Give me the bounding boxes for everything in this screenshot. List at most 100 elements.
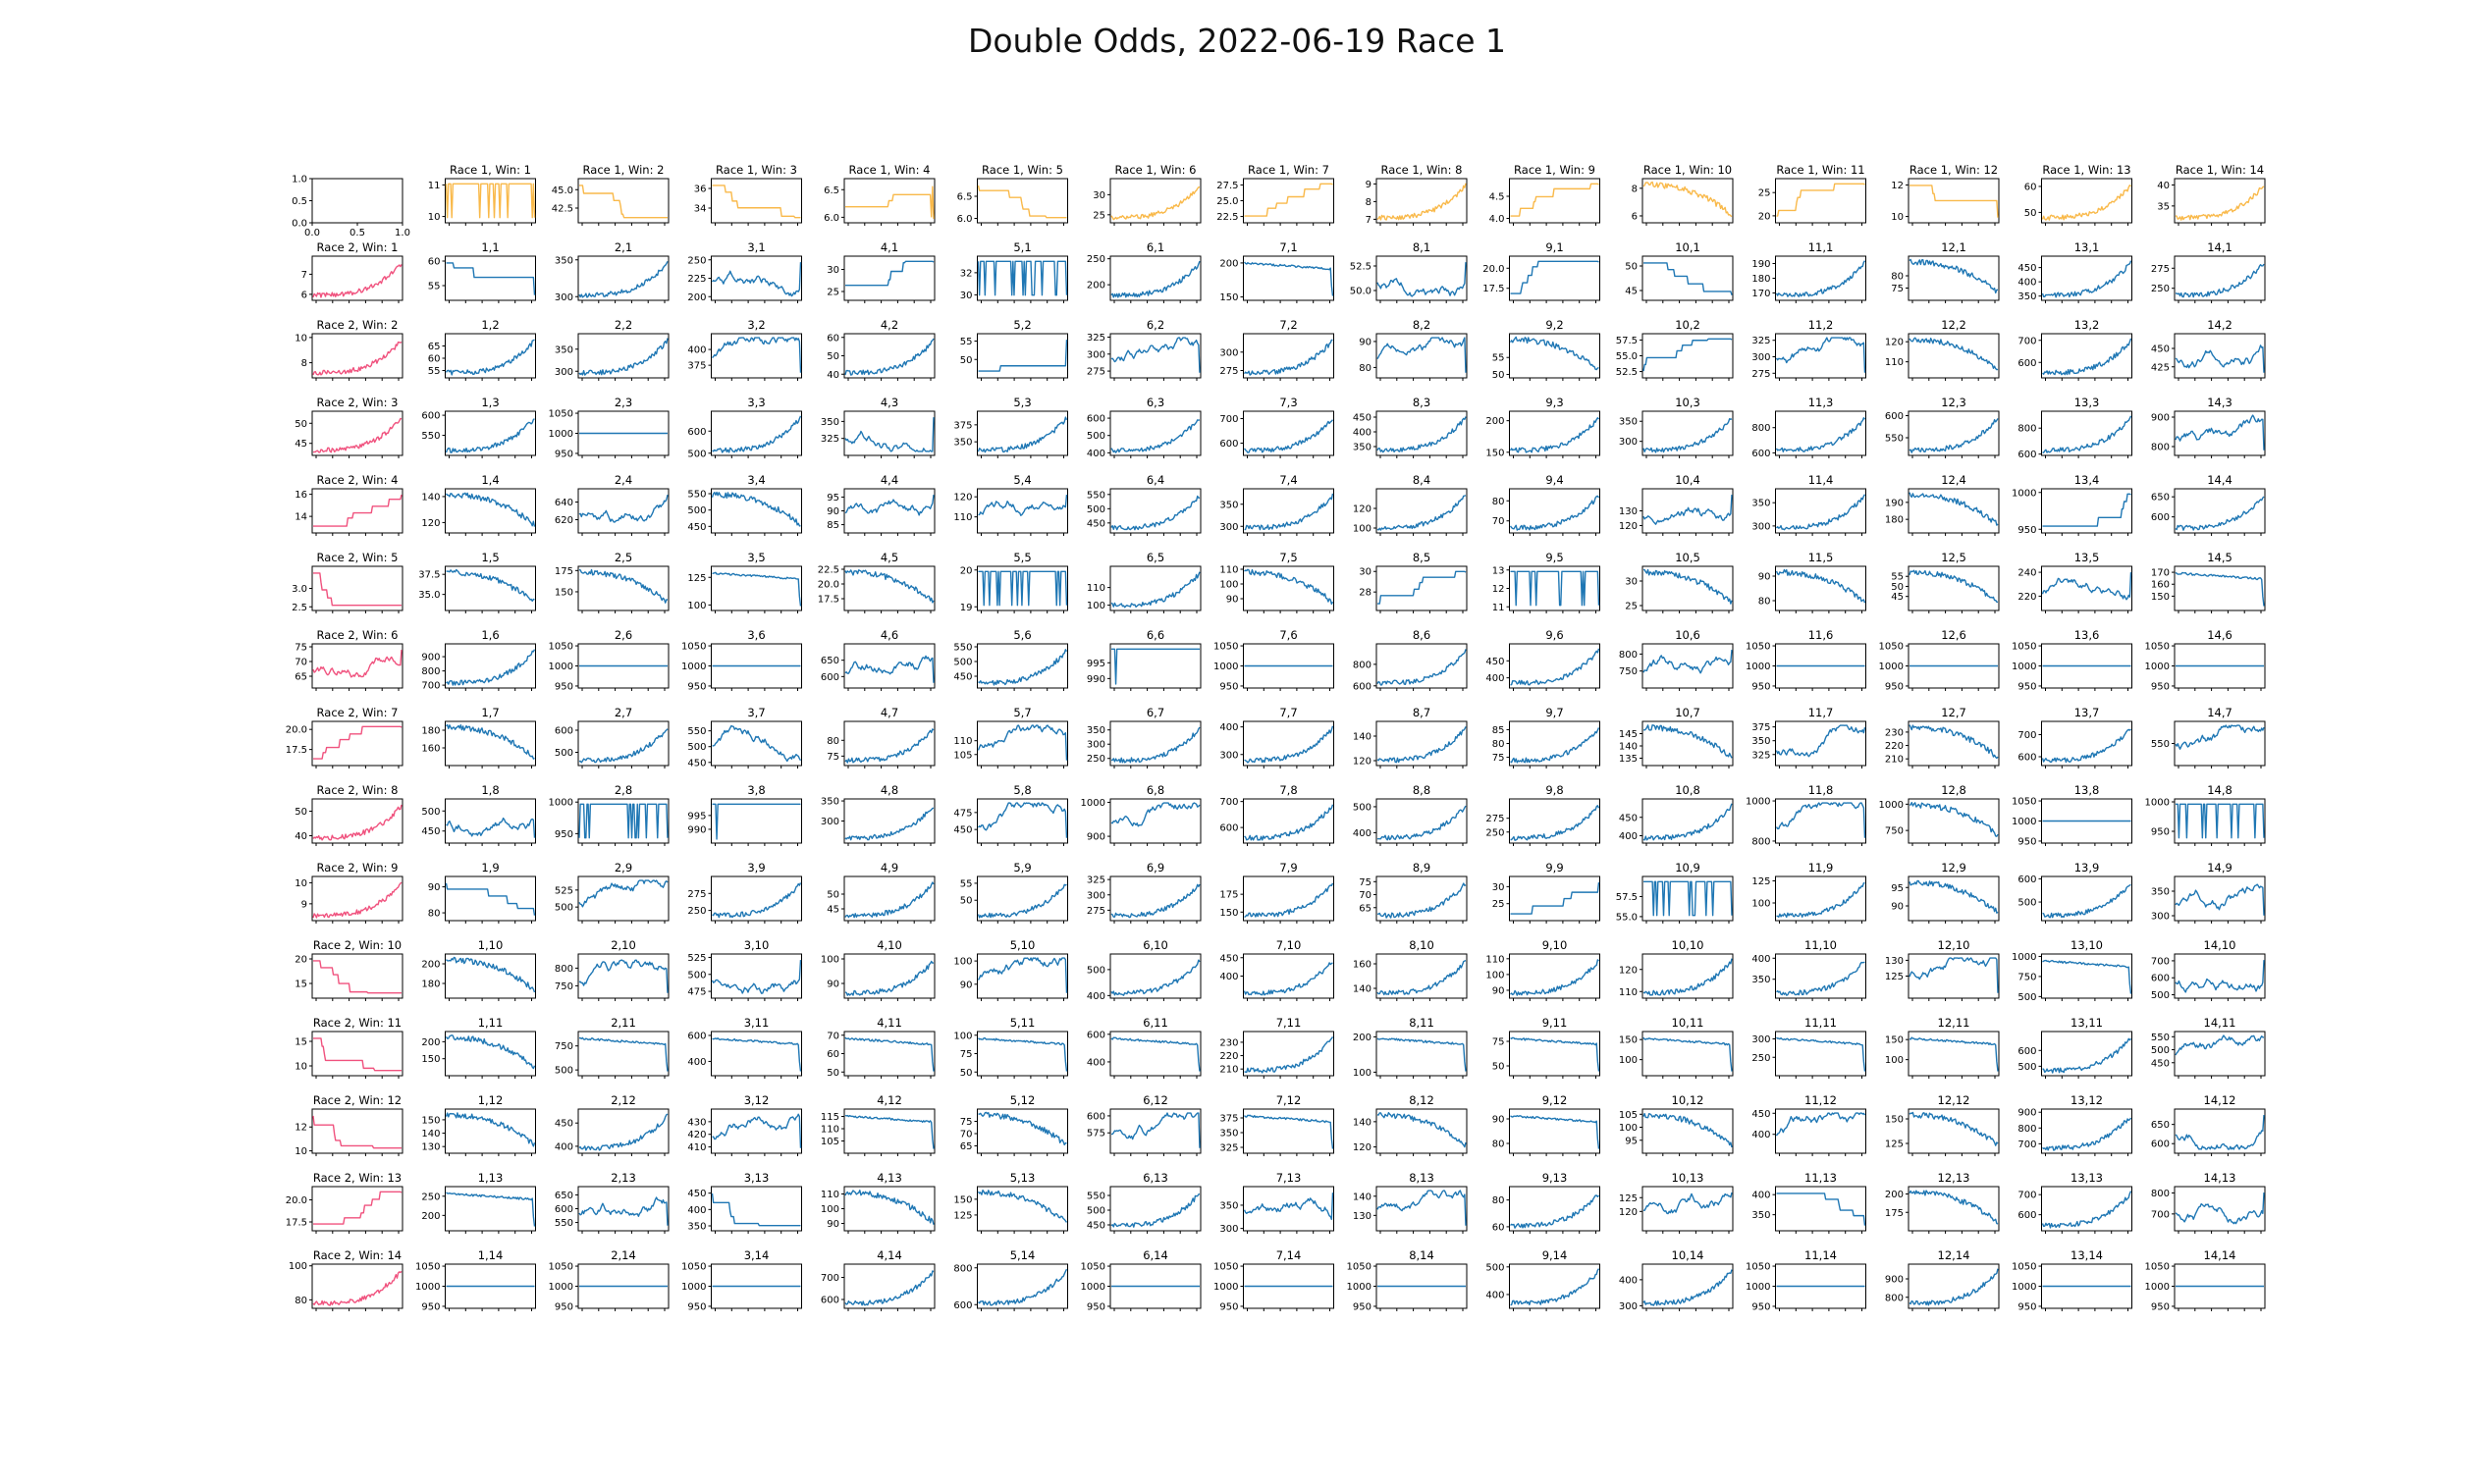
y-tick-label: 230 (1219, 1037, 1238, 1048)
y-tick-label: 1000 (2012, 1282, 2036, 1293)
panel-title: 8,4 (1413, 473, 1430, 487)
y-tick-label: 30 (1492, 882, 1505, 893)
y-tick-label: 525 (555, 885, 573, 896)
panel-12-3: 12,3 550 600 (1885, 396, 2000, 458)
panel-11-2: 11,2 275 300 325 (1751, 318, 1866, 381)
y-tick-label: 80 (1891, 272, 1904, 283)
series-line (1376, 960, 1467, 996)
series-line (977, 883, 1067, 919)
y-tick-label: 1.0 (292, 175, 307, 186)
y-tick-label: 100 (1885, 1055, 1904, 1066)
y-tick-label: 1000 (549, 798, 573, 809)
y-tick-label: 600 (1219, 439, 1238, 450)
y-tick-label: 17.5 (818, 595, 839, 606)
axes-frame (311, 1108, 403, 1154)
y-tick-label: 1000 (415, 1282, 440, 1293)
y-tick-label: 75 (1492, 753, 1505, 764)
panel-title: 14,13 (2204, 1171, 2236, 1185)
axes-frame (1109, 488, 1202, 534)
y-tick-label: 150 (1619, 1035, 1638, 1046)
axes-frame (711, 333, 802, 379)
series-line (844, 1190, 935, 1225)
axes-frame (1509, 1263, 1600, 1309)
axes-frame (843, 1031, 936, 1077)
panel-r1w7: Race 1, Win: 7 22.5 25.0 27.5 (1216, 163, 1334, 226)
panel-title: 2,11 (611, 1016, 636, 1030)
series-line (712, 724, 802, 763)
y-tick-label: 120 (953, 493, 972, 504)
series-line (2175, 344, 2265, 373)
axes-frame (445, 410, 536, 456)
panel-title: Race 2, Win: 1 (317, 240, 399, 254)
y-tick-label: 230 (1885, 727, 1904, 738)
axes-frame (1509, 1108, 1600, 1154)
series-line (1909, 1190, 1999, 1225)
y-tick-label: 450 (1219, 953, 1238, 964)
panel-title: 12,1 (1941, 240, 1966, 254)
panel-title: Race 2, Win: 4 (317, 473, 399, 487)
y-tick-label: 37.5 (418, 570, 440, 581)
y-tick-label: 430 (687, 1117, 706, 1128)
y-tick-label: 600 (2017, 358, 2036, 369)
panel-title: 8,1 (1413, 240, 1430, 254)
series-line (1110, 260, 1201, 298)
y-tick-label: 600 (555, 726, 573, 737)
series-line (711, 960, 802, 994)
axes-frame (1908, 333, 2000, 379)
y-tick-label: 700 (1219, 414, 1238, 425)
panel-title: 4,8 (881, 783, 898, 797)
panel-title: 5,9 (1013, 861, 1031, 874)
y-tick-label: 300 (1619, 1301, 1638, 1312)
panel-r2w6: Race 2, Win: 6 65 70 75 (295, 628, 403, 691)
y-tick-label: 550 (687, 726, 706, 737)
series-line (1642, 181, 1733, 218)
y-tick-label: 50 (827, 1068, 839, 1079)
y-tick-label: 500 (555, 903, 573, 914)
axes-frame (977, 1186, 1068, 1232)
panel-title: 13,8 (2074, 783, 2100, 797)
panel-title: 3,11 (744, 1016, 770, 1030)
series-line (1110, 186, 1201, 221)
axes-frame (1509, 333, 1600, 379)
series-line (1376, 726, 1467, 764)
y-tick-label: 250 (1485, 827, 1504, 838)
panel-title: 5,1 (1013, 240, 1031, 254)
y-tick-label: 125 (1751, 876, 1770, 887)
y-tick-label: 6.5 (957, 192, 973, 203)
y-tick-label: 950 (555, 1301, 573, 1312)
axes-frame (2174, 798, 2266, 844)
axes-frame (1509, 1031, 1600, 1077)
axes-frame (1908, 410, 2000, 456)
y-tick-label: 42.5 (552, 204, 573, 215)
y-tick-label: 105 (953, 750, 972, 761)
y-tick-label: 90 (1758, 572, 1771, 583)
panel-8-5: 8,5 28 30 (1359, 551, 1468, 613)
series-line (1244, 1036, 1334, 1074)
y-tick-label: 300 (1619, 437, 1638, 448)
panel-13-1: 13,1 350 400 450 (2017, 240, 2132, 303)
y-tick-label: 350 (1353, 443, 1371, 453)
panel-7-4: 7,4 300 350 (1219, 473, 1334, 536)
series-line (1775, 337, 1866, 373)
y-tick-label: 300 (1219, 750, 1238, 761)
y-tick-label: 500 (687, 449, 706, 459)
y-tick-label: 700 (2017, 730, 2036, 741)
y-tick-label: 40 (827, 370, 839, 381)
axes-frame (1775, 1108, 1866, 1154)
axes-frame (2174, 1186, 2266, 1232)
y-tick-label: 1000 (549, 429, 573, 440)
axes-frame (843, 875, 936, 922)
y-tick-label: 45.0 (552, 186, 573, 196)
y-tick-label: 30 (1625, 577, 1638, 588)
y-tick-label: 20.0 (1482, 264, 1504, 275)
y-tick-label: 110 (1619, 987, 1638, 998)
series-line (844, 1036, 935, 1072)
panel-title: 12,6 (1941, 628, 1966, 642)
panel-6-7: 6,7 250 300 350 (1087, 706, 1202, 768)
y-tick-label: 350 (1751, 499, 1770, 509)
series-line (1244, 568, 1334, 606)
y-tick-label: 120 (421, 518, 440, 529)
y-tick-label: 4.0 (1489, 214, 1505, 225)
y-tick-label: 400 (1619, 831, 1638, 842)
series-line (1909, 1111, 1999, 1146)
